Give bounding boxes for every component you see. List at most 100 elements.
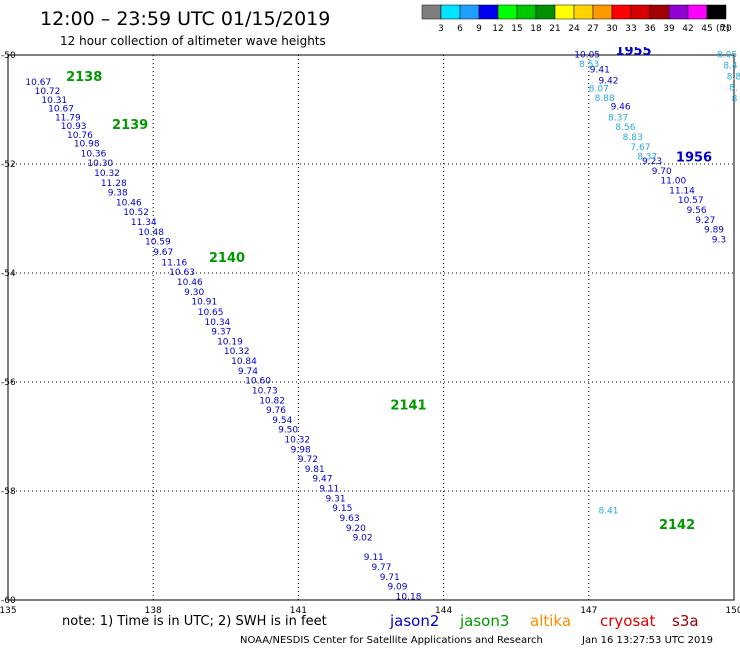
swh-value-label: 11.79	[55, 113, 81, 123]
colorbar-tick-label: 39	[663, 24, 675, 34]
swh-value-label: 9.23	[642, 157, 662, 167]
swh-value-label: 9.31	[326, 494, 346, 504]
swh-value-label: 8	[732, 94, 738, 104]
swh-value-label: 9.98	[291, 445, 311, 455]
swh-value-label: 9.38	[108, 189, 128, 199]
swh-value-label: 8.	[729, 83, 738, 93]
swh-value-label: 9.76	[266, 406, 286, 416]
swh-value-label: 10.84	[231, 357, 257, 367]
swh-value-label: 8.37	[637, 153, 657, 163]
y-tick-label: -52	[1, 160, 16, 170]
y-tick-label: -60	[1, 596, 16, 606]
swh-value-label: 9.89	[704, 226, 724, 236]
satellite-legend: jason2 jason3 altika cryosat s3a	[389, 612, 699, 630]
swh-value-label: 10.30	[87, 159, 113, 169]
swh-value-label: 9.02	[353, 534, 373, 544]
data-layer: 10.6710.7210.3110.6711.7910.9310.7610.98…	[25, 47, 740, 600]
footer-timestamp: Jan 16 13:27:53 UTC 2019	[581, 635, 713, 646]
swh-value-label: 9.77	[371, 563, 391, 573]
swh-value-label: 10.72	[35, 87, 61, 97]
y-tick-label: -50	[1, 51, 16, 61]
colorbar-tick-label: 33	[625, 24, 636, 34]
swh-value-label: 8.41	[598, 506, 618, 516]
swh-value-label: 9.71	[380, 573, 400, 583]
swh-value-label: 9.37	[211, 328, 231, 338]
swh-value-label: 8.83	[623, 133, 643, 143]
footer-credit: NOAA/NESDIS Center for Satellite Applica…	[240, 635, 543, 646]
pass-number-label: 2141	[390, 398, 426, 413]
swh-value-label: 9.09	[387, 583, 407, 593]
swh-value-label: 9.74	[238, 367, 258, 377]
x-tick-label: 138	[145, 606, 162, 616]
pass-number-label: 2139	[112, 118, 148, 133]
chart-title: 12:00 – 23:59 UTC 01/15/2019	[40, 8, 330, 30]
colorbar-tick-label: 30	[606, 24, 618, 34]
swh-value-label: 10.32	[94, 169, 120, 179]
y-tick-label: -54	[1, 269, 16, 279]
swh-value-label: 8.07	[589, 85, 609, 95]
swh-value-label: 9.11	[364, 553, 384, 563]
colorbar-tick-label: 24	[568, 24, 580, 34]
swh-value-label: 10.82	[259, 396, 285, 406]
swh-value-label: 10.73	[252, 386, 278, 396]
swh-value-label: 8.4	[723, 62, 738, 72]
swh-value-label: 10.31	[41, 96, 67, 106]
x-tick-label: 147	[580, 606, 597, 616]
colorbar-swatch	[630, 4, 651, 20]
legend-item-altika: altika	[530, 612, 571, 630]
x-tick-label: 144	[435, 606, 452, 616]
colorbar-unit: (ft)	[716, 24, 730, 34]
colorbar-swatch	[421, 4, 442, 20]
swh-value-label: 10.60	[245, 377, 271, 387]
colorbar-swatch	[687, 4, 708, 20]
pass-number-label: 2138	[66, 70, 102, 85]
plot-frame	[7, 54, 735, 601]
colorbar-tick-label: 6	[457, 24, 463, 34]
swh-value-label: 9.3	[712, 235, 726, 245]
colorbar-tick-label: 45	[701, 24, 712, 34]
y-tick-label: -58	[1, 487, 16, 497]
swh-value-label: 9.15	[332, 504, 352, 514]
swh-value-label: 10.46	[116, 198, 142, 208]
colorbar-swatch	[459, 4, 480, 20]
swh-value-label: 10.57	[678, 196, 704, 206]
swh-value-label: 9.67	[153, 248, 173, 258]
colorbar-swatch	[592, 4, 613, 20]
x-tick-label: 135	[0, 606, 17, 616]
swh-value-label: 9.72	[298, 455, 318, 465]
swh-value-label: 10.05	[574, 51, 600, 61]
swh-value-label: 9.11	[319, 485, 339, 495]
colorbar-swatch	[668, 4, 689, 20]
colorbar-swatch	[440, 4, 461, 20]
swh-value-label: 10.36	[81, 149, 107, 159]
x-tick-label: 150	[725, 606, 740, 616]
colorbar-tick-label: 27	[587, 24, 598, 34]
swh-value-label: 10.48	[138, 228, 164, 238]
swh-value-label: 9.41	[590, 65, 610, 75]
swh-value-label: 8.53	[579, 60, 599, 70]
x-tick-label: 141	[290, 606, 307, 616]
colorbar: 3 6 9 12 15 18 21 24 27 30 33 36 39 42 45 70(ft)	[421, 4, 732, 34]
swh-value-label: 11.16	[161, 258, 187, 268]
swh-value-label: 10.65	[198, 308, 224, 318]
swh-value-label: 9.27	[695, 216, 715, 226]
swh-value-label: 8.88	[595, 94, 615, 104]
swh-value-label: 10.67	[48, 105, 74, 115]
colorbar-tick-label: 3	[438, 24, 444, 34]
swh-value-label: 8.8	[727, 73, 740, 83]
swh-value-label: 9.47	[312, 475, 332, 485]
swh-value-label: 10.32	[224, 347, 250, 357]
colorbar-tick-label: 70	[720, 24, 732, 34]
swh-value-label: 9.30	[184, 288, 204, 298]
swh-value-label: 11.28	[101, 179, 127, 189]
colorbar-tick-label: 21	[549, 24, 560, 34]
swh-value-label: 9.20	[346, 524, 366, 534]
colorbar-swatch	[478, 4, 499, 20]
note-text: note: 1) Time is in UTC; 2) SWH is in fe…	[62, 614, 327, 629]
legend-item-s3a: s3a	[672, 612, 699, 630]
colorbar-swatch	[554, 4, 575, 20]
colorbar-tick-label: 18	[530, 24, 542, 34]
swh-value-label: 10.76	[67, 131, 93, 141]
swh-value-label: 9.42	[598, 76, 618, 86]
